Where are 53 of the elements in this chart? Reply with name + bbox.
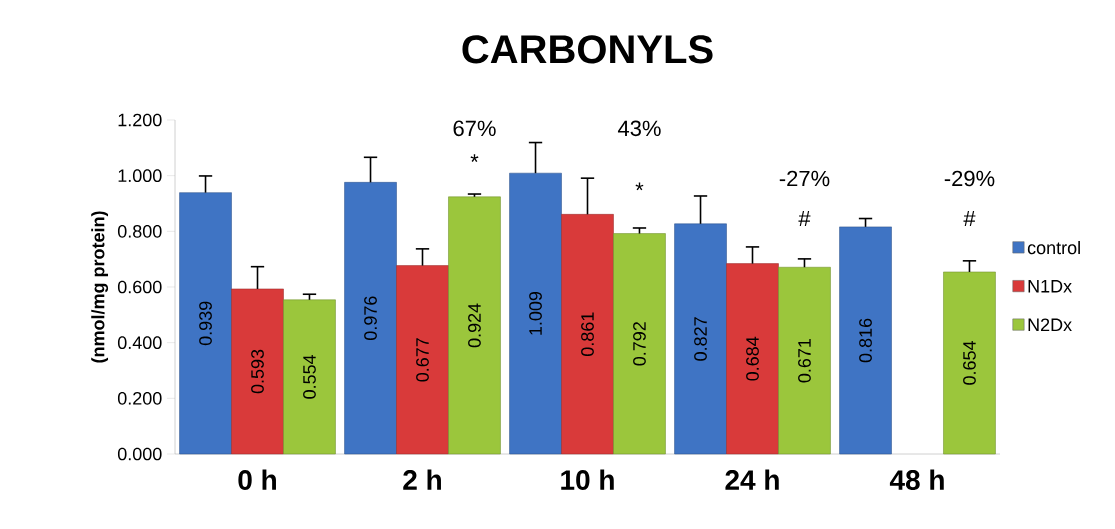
y-tick-label: 0.600 bbox=[117, 280, 162, 294]
data-label: 0.939 bbox=[199, 301, 212, 346]
data-label: 0.593 bbox=[251, 349, 264, 394]
bar bbox=[231, 288, 284, 455]
data-label: 0.792 bbox=[633, 322, 646, 366]
bar bbox=[726, 263, 779, 455]
bar bbox=[448, 196, 501, 455]
bar bbox=[561, 214, 614, 455]
bar bbox=[613, 233, 666, 455]
legend-label: N1Dx bbox=[1028, 280, 1072, 293]
y-axis-title: (nmol/mg protein) bbox=[91, 211, 109, 363]
annotation: * bbox=[470, 154, 479, 162]
y-tick-label: 0.400 bbox=[117, 336, 162, 350]
bar bbox=[778, 266, 831, 455]
bar bbox=[509, 172, 562, 455]
data-label: 1.009 bbox=[529, 291, 542, 335]
data-label: 0.976 bbox=[364, 296, 377, 340]
x-tick-label: 2 h bbox=[403, 469, 441, 490]
x-tick-label: 24 h bbox=[725, 469, 779, 490]
data-label: 0.677 bbox=[416, 338, 429, 382]
x-tick-label: 0 h bbox=[238, 469, 276, 490]
annotation: # bbox=[963, 211, 976, 227]
bar bbox=[839, 226, 892, 455]
annotation: -29% bbox=[944, 170, 995, 187]
annotation: * bbox=[635, 182, 644, 191]
bar bbox=[344, 182, 397, 455]
x-tick-label: 10 h bbox=[561, 469, 614, 490]
y-tick-label: 0.000 bbox=[117, 447, 162, 461]
bar bbox=[283, 299, 336, 455]
bar bbox=[179, 192, 232, 455]
y-tick-label: 0.200 bbox=[117, 391, 162, 405]
chart-title: CARBONYLS bbox=[462, 35, 713, 64]
data-label: 0.816 bbox=[859, 318, 872, 363]
y-tick-label: 1.200 bbox=[118, 113, 162, 127]
data-label: 0.554 bbox=[303, 354, 316, 399]
x-tick-label: 48 h bbox=[889, 469, 944, 490]
legend-label: control bbox=[1027, 241, 1080, 255]
y-tick-label: 1.000 bbox=[118, 169, 162, 183]
bar bbox=[943, 271, 996, 455]
data-label: 0.671 bbox=[798, 338, 811, 383]
annotation: 43% bbox=[617, 120, 661, 137]
data-label: 0.684 bbox=[746, 336, 759, 381]
data-label: 0.861 bbox=[581, 312, 594, 356]
bar bbox=[396, 265, 449, 455]
data-label: 0.654 bbox=[963, 340, 976, 385]
data-label: 0.924 bbox=[468, 303, 481, 348]
annotation: 67% bbox=[453, 120, 496, 137]
data-label: 0.827 bbox=[694, 317, 707, 361]
annotation: -27% bbox=[779, 170, 830, 187]
annotation: # bbox=[798, 211, 811, 227]
y-tick-label: 0.800 bbox=[117, 224, 162, 238]
bar bbox=[674, 223, 727, 455]
legend-label: N2Dx bbox=[1028, 318, 1072, 331]
